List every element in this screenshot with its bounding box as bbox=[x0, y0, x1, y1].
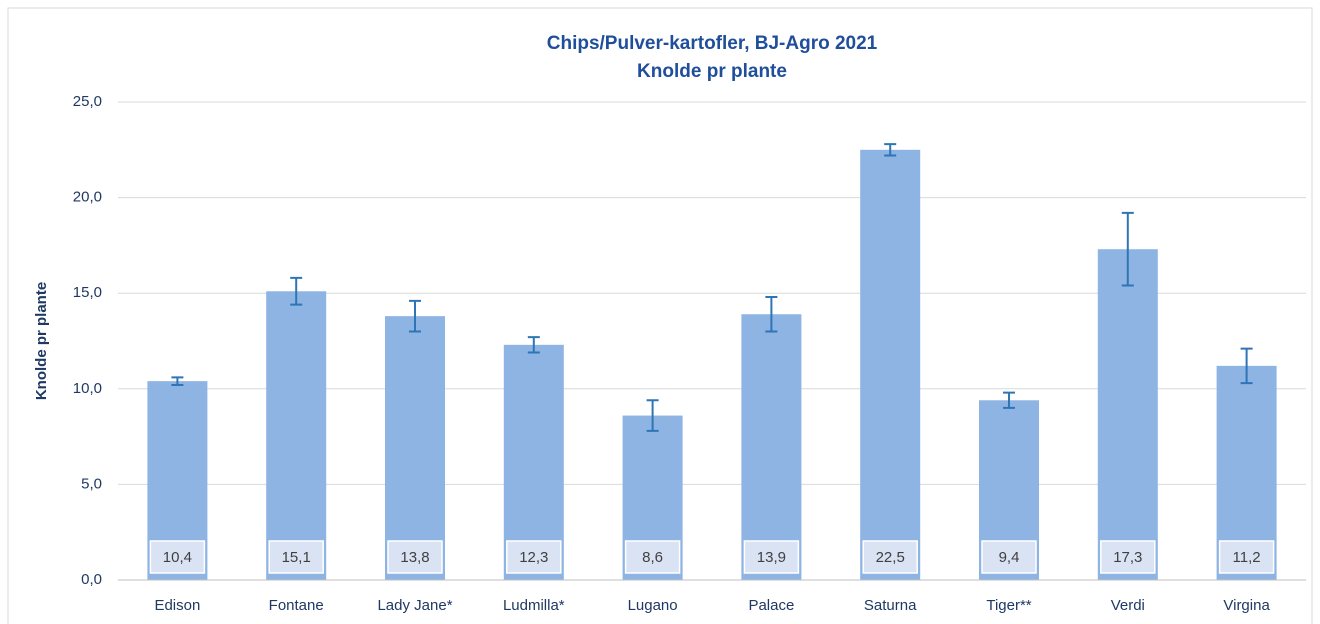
data-label-box bbox=[981, 540, 1037, 574]
error-bar bbox=[884, 143, 897, 157]
y-tick-label: 25,0 bbox=[73, 93, 102, 110]
error-bar bbox=[1121, 211, 1134, 287]
data-label-box bbox=[862, 540, 918, 574]
bar bbox=[860, 149, 921, 581]
bar bbox=[1097, 249, 1158, 580]
data-label-box bbox=[149, 540, 206, 574]
x-tick-label: Palace bbox=[748, 597, 794, 614]
error-bar bbox=[1240, 347, 1253, 385]
y-axis-title: Knolde pr plante bbox=[33, 282, 50, 400]
data-label-box bbox=[506, 540, 562, 574]
x-tick-label: Saturna bbox=[864, 597, 917, 614]
data-label: 13,9 bbox=[757, 549, 786, 566]
data-label: 11,2 bbox=[1233, 549, 1261, 566]
x-tick-label: Edison bbox=[154, 597, 200, 614]
chart-title: Chips/Pulver-kartofler, BJ-Agro 2021 bbox=[547, 33, 878, 54]
error-bar bbox=[290, 276, 303, 306]
bar bbox=[266, 291, 327, 580]
error-bar bbox=[409, 299, 421, 333]
data-label: 15,1 bbox=[282, 549, 311, 566]
data-label: 8,6 bbox=[642, 549, 663, 566]
y-tick-label: 15,0 bbox=[73, 284, 102, 301]
data-label: 13,8 bbox=[400, 549, 429, 566]
data-label-box bbox=[268, 540, 324, 574]
x-tick-label: Fontane bbox=[269, 597, 324, 614]
x-tick-label: Tiger** bbox=[986, 597, 1031, 614]
y-tick-label: 0,0 bbox=[81, 571, 102, 588]
y-tick-label: 20,0 bbox=[73, 189, 102, 206]
data-label: 17,3 bbox=[1113, 549, 1142, 566]
error-bar bbox=[765, 296, 778, 333]
x-tick-label: Lugano bbox=[628, 597, 678, 614]
error-bar bbox=[1003, 391, 1015, 409]
x-tick-label: Virgina bbox=[1223, 597, 1270, 614]
data-label: 10,4 bbox=[163, 549, 192, 566]
bar bbox=[741, 314, 802, 580]
error-bar bbox=[527, 336, 540, 354]
chart-subtitle: Knolde pr plante bbox=[637, 61, 787, 82]
data-label-box bbox=[1100, 540, 1156, 574]
data-label-box bbox=[387, 540, 443, 574]
data-label: 9,4 bbox=[999, 549, 1020, 566]
data-label-box bbox=[1218, 540, 1275, 574]
x-tick-label: Lady Jane* bbox=[377, 597, 452, 614]
data-label-box bbox=[624, 540, 681, 574]
data-label: 22,5 bbox=[876, 549, 905, 566]
error-bar bbox=[171, 376, 184, 386]
y-tick-label: 10,0 bbox=[73, 380, 102, 397]
y-tick-label: 5,0 bbox=[81, 475, 102, 492]
data-label: 12,3 bbox=[519, 549, 548, 566]
x-tick-label: Ludmilla* bbox=[503, 597, 565, 614]
x-tick-label: Verdi bbox=[1111, 597, 1145, 614]
error-bar bbox=[646, 399, 659, 432]
data-label-box bbox=[743, 540, 800, 574]
bar bbox=[385, 316, 445, 580]
